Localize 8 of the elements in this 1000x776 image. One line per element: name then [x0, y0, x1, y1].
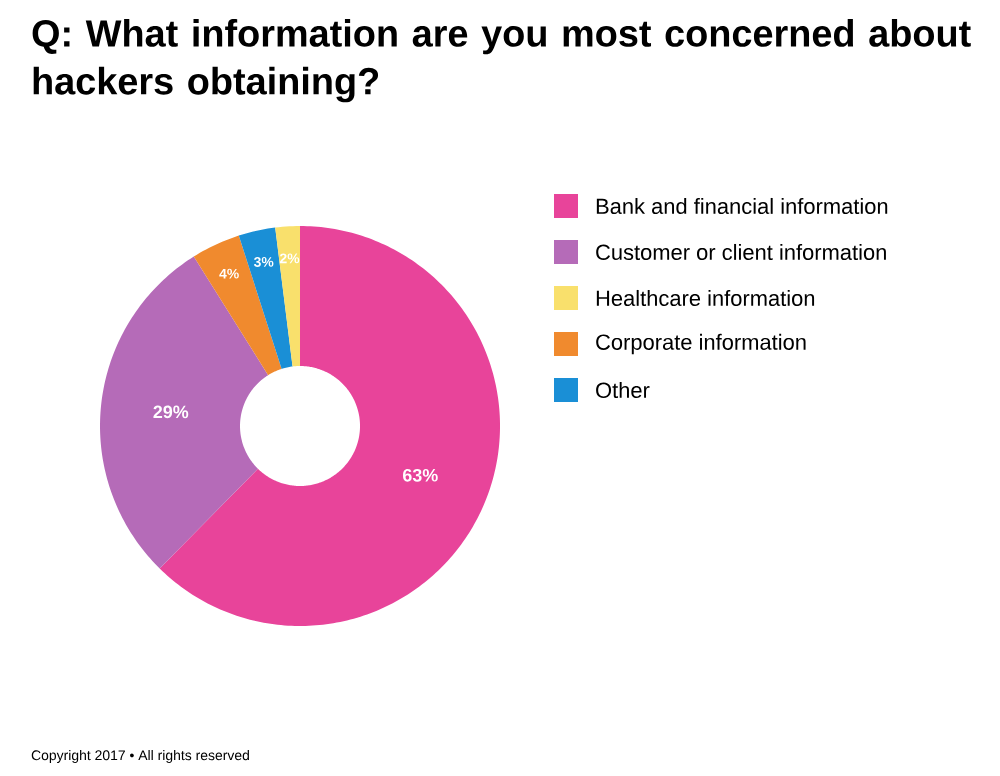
legend-label: Customer or client information [596, 243, 886, 261]
legend-label: Other [596, 381, 650, 399]
legend-label: Healthcare information [596, 289, 815, 307]
chart-title: Q: What information are you most concerned about hackers obtaining? [32, 19, 971, 103]
legend-label: Bank and financial information [596, 197, 888, 215]
legend-label: Corporate information [596, 333, 806, 355]
data-label: 63% [403, 468, 438, 482]
data-label: 29% [153, 405, 189, 419]
